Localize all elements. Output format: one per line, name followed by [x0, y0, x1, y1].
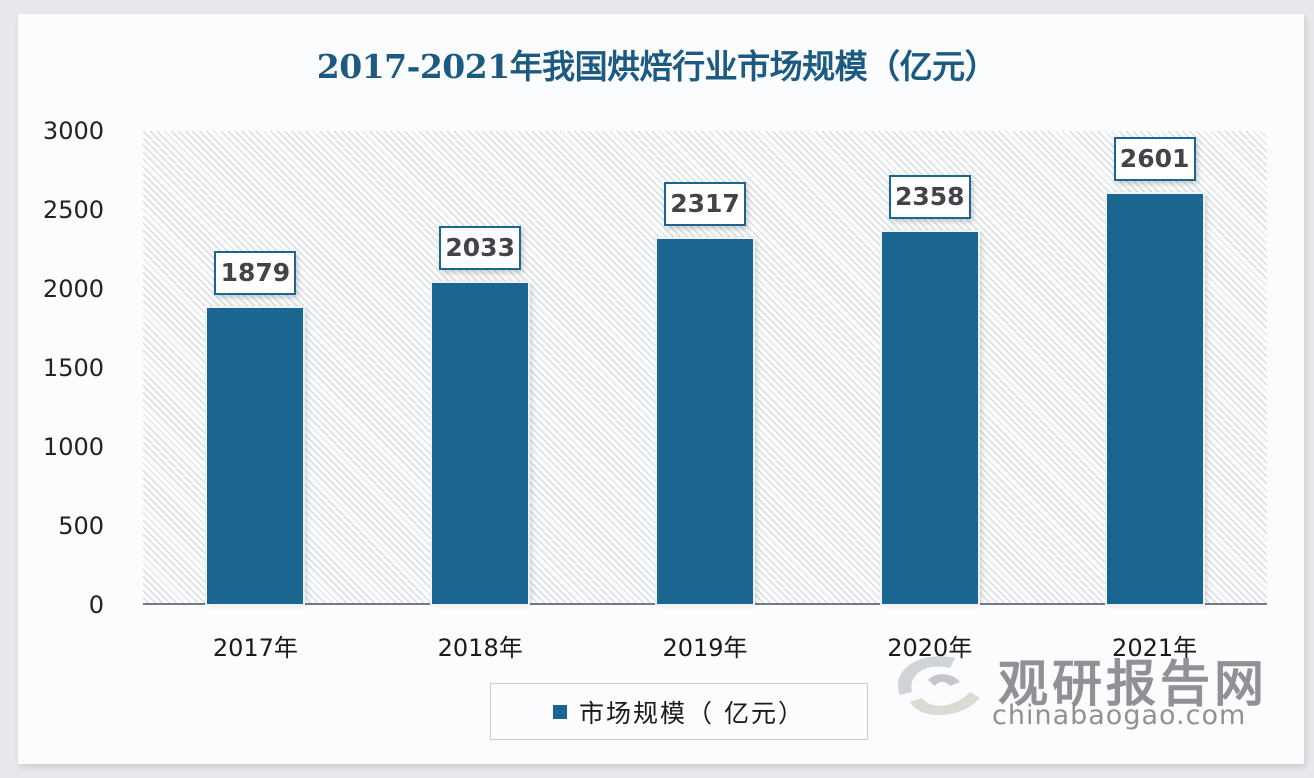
x-axis-line: [143, 603, 1267, 605]
chart-title: 2017-2021年我国烘焙行业市场规模（亿元）: [316, 47, 998, 86]
watermark-brand-en: chinabaogao.com: [992, 700, 1247, 731]
legend: 市场规模（ 亿元）: [490, 683, 868, 740]
data-label: 2033: [439, 226, 522, 271]
watermark: 观研报告网 chinabaogao.com: [880, 640, 1280, 731]
bar-2017: [207, 307, 304, 604]
watermark-logo-icon: [898, 656, 980, 716]
legend-label: 市场规模（ 亿元）: [579, 698, 805, 728]
y-tick-label: 500: [58, 512, 104, 540]
data-label: 2317: [664, 181, 746, 226]
y-tick-label: 0: [88, 591, 104, 619]
legend-swatch: [553, 704, 568, 719]
x-tick-label: 2018年: [437, 634, 523, 662]
bar-2018: [432, 283, 529, 604]
y-tick-label: 1500: [42, 354, 104, 382]
bar-2019: [657, 238, 753, 604]
y-tick-label: 1000: [42, 433, 104, 461]
data-label: 2601: [1113, 136, 1196, 181]
x-tick-label: 2019年: [662, 634, 748, 662]
x-tick-label: 2021年: [1112, 634, 1198, 662]
data-label: 1879: [214, 250, 297, 295]
data-label: 2358: [888, 175, 971, 220]
y-tick-label: 2000: [42, 275, 104, 303]
x-tick-label: 2017年: [212, 634, 298, 662]
bar-2021: [1106, 193, 1203, 604]
bar-2020: [881, 232, 978, 604]
y-tick-label: 2500: [42, 196, 104, 224]
watermark-brand-cn: 观研报告网: [998, 655, 1268, 713]
y-tick-label: 3000: [42, 117, 104, 145]
